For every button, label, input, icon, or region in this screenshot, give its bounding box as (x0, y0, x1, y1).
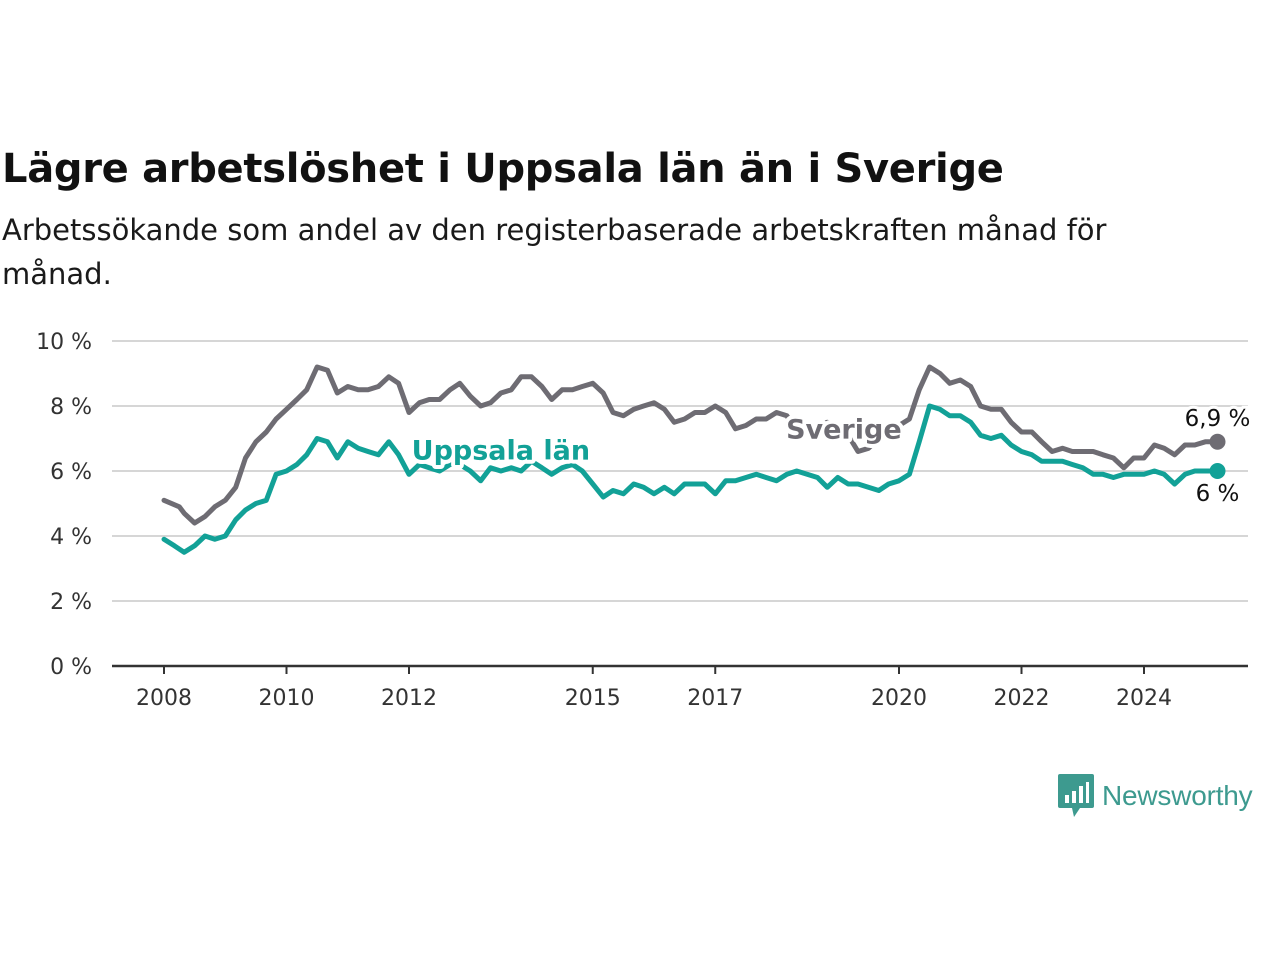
series-lines (161, 364, 1226, 555)
end-value-label: 6,9 % (1185, 406, 1251, 432)
series-label: Sverige (786, 415, 902, 446)
y-tick-label: 0 % (50, 655, 92, 680)
y-tick-label: 2 % (50, 590, 92, 615)
chart-title: Lägre arbetslöshet i Uppsala län än i Sv… (2, 146, 1004, 192)
x-tick-label: 2012 (381, 686, 437, 711)
series-label: Uppsala län (412, 436, 590, 467)
x-tick-label: 2024 (1116, 686, 1172, 711)
x-tick-label: 2015 (565, 686, 621, 711)
x-tick-label: 2020 (871, 686, 927, 711)
x-tick-label: 2022 (994, 686, 1050, 711)
y-tick-label: 8 % (50, 395, 92, 420)
series-line-sverige (161, 364, 1220, 526)
bar-chart-speech-bubble-icon (1058, 774, 1094, 817)
series-line-uppsala-län (161, 403, 1220, 555)
x-tick-label: 2008 (136, 686, 192, 711)
series-labels: Uppsala län Sverige 6,9 % 6 % (408, 403, 1254, 510)
x-tick-label: 2010 (259, 686, 315, 711)
chart-subtitle: Arbetssökande som andel av den registerb… (2, 213, 1107, 291)
x-axis-ticks: 2008 2010 2012 2015 2017 2020 2022 2024 (136, 666, 1172, 711)
y-tick-label: 4 % (50, 525, 92, 550)
newsworthy-logo: Newsworthy (1058, 774, 1253, 818)
end-value-label: 6 % (1196, 481, 1240, 507)
series-end-point (1209, 463, 1226, 479)
series-end-point (1209, 433, 1226, 450)
logo-text: Newsworthy (1102, 780, 1253, 811)
gridlines (112, 340, 1248, 668)
y-axis-ticks: 0 % 2 % 4 % 6 % 8 % 10 % (36, 330, 92, 680)
y-tick-label: 6 % (50, 460, 92, 485)
x-tick-label: 2017 (687, 686, 743, 711)
y-tick-label: 10 % (36, 330, 92, 355)
